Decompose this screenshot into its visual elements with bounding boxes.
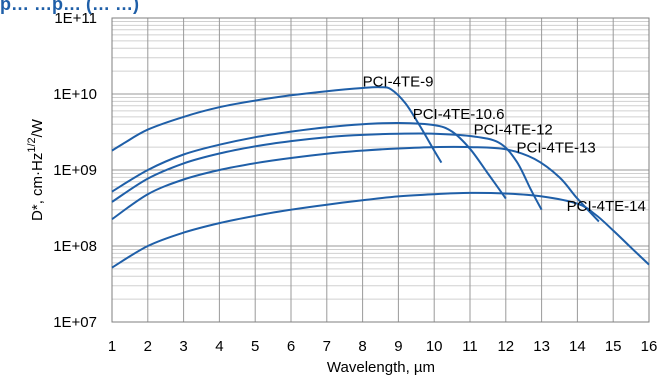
x-tick-label: 7 bbox=[323, 338, 331, 355]
y-axis-title-sup: 1/2 bbox=[26, 137, 38, 152]
x-tick-label: 8 bbox=[358, 338, 366, 355]
y-tick-label: 1E+07 bbox=[53, 314, 97, 331]
x-axis-title: Wavelength, µm bbox=[327, 359, 435, 376]
series-label-2: PCI-4TE-10.6 bbox=[413, 106, 505, 123]
y-tick-label: 1E+09 bbox=[53, 162, 97, 179]
y-axis-ticks: 1E+07 1E+08 1E+09 1E+10 1E+11 bbox=[53, 10, 97, 331]
y-tick-label: 1E+10 bbox=[53, 86, 97, 103]
x-tick-label: 1 bbox=[108, 338, 116, 355]
x-tick-label: 13 bbox=[533, 338, 550, 355]
y-tick-label: 1E+08 bbox=[53, 238, 97, 255]
x-tick-label: 6 bbox=[287, 338, 295, 355]
y-tick-label: 1E+11 bbox=[54, 10, 97, 27]
y-axis-title-tail: /W bbox=[29, 118, 46, 137]
series-line-3 bbox=[111, 132, 543, 211]
x-tick-label: 14 bbox=[569, 338, 586, 355]
series-label-3: PCI-4TE-12 bbox=[474, 121, 553, 138]
x-tick-label: 2 bbox=[144, 338, 152, 355]
y-axis-title: D*, cm·Hz1/2/W bbox=[26, 118, 46, 221]
chart-title: p… …p… (… …) bbox=[0, 0, 139, 14]
plot-frame bbox=[111, 17, 650, 323]
series-lines bbox=[111, 86, 650, 269]
x-tick-label: 4 bbox=[215, 338, 223, 355]
series-label-1: PCI-4TE-9 bbox=[363, 74, 434, 91]
x-tick-label: 12 bbox=[497, 338, 514, 355]
x-tick-label: 10 bbox=[426, 338, 443, 355]
x-tick-label: 11 bbox=[462, 338, 478, 355]
x-tick-label: 3 bbox=[179, 338, 187, 355]
series-label-4: PCI-4TE-13 bbox=[517, 139, 596, 156]
x-tick-label: 15 bbox=[605, 338, 622, 355]
series-line-4 bbox=[111, 145, 600, 223]
x-tick-label: 16 bbox=[641, 338, 658, 355]
y-axis-title-main: D*, cm·Hz bbox=[29, 153, 46, 221]
series-line-1 bbox=[111, 86, 443, 164]
series-line-5 bbox=[111, 191, 650, 269]
series-labels: PCI-4TE-9PCI-4TE-10.6PCI-4TE-12PCI-4TE-1… bbox=[363, 74, 646, 215]
series-label-5: PCI-4TE-14 bbox=[567, 198, 646, 215]
x-axis-ticks: 1 2 3 4 5 6 7 8 9 10 11 12 13 14 15 16 bbox=[108, 338, 658, 355]
grid bbox=[111, 18, 650, 323]
x-tick-label: 5 bbox=[251, 338, 259, 355]
x-tick-label: 9 bbox=[394, 338, 402, 355]
